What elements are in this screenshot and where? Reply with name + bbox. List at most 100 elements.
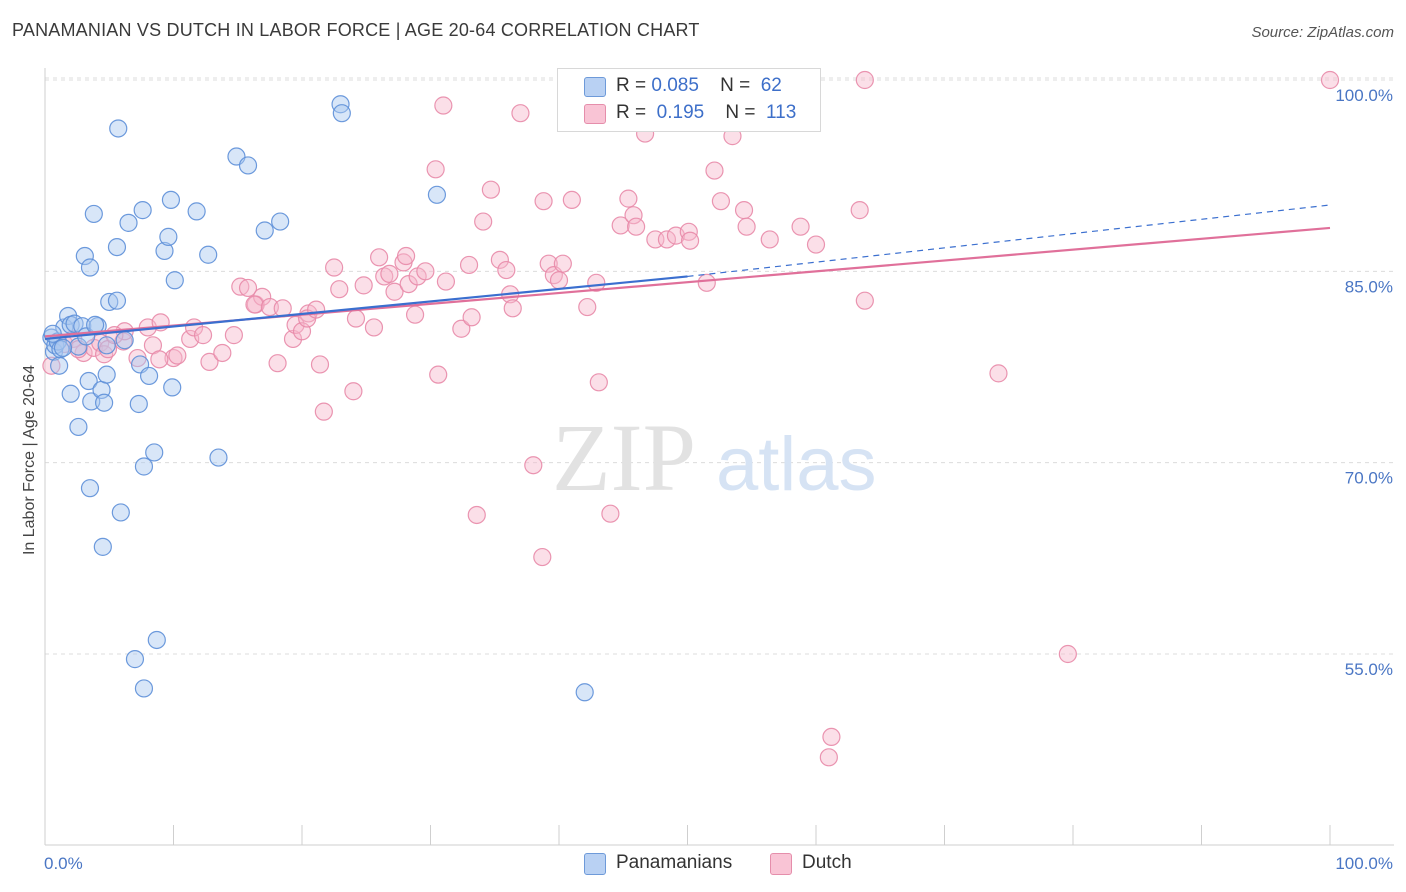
dutch-point xyxy=(705,161,724,180)
legend-n-value: 62 xyxy=(760,75,782,96)
dutch-point xyxy=(231,277,250,296)
dutch-point xyxy=(416,262,435,281)
dutch-point xyxy=(497,260,516,280)
correlation-legend: R = 0.085 N = 62 R = 0.195 N = 113 xyxy=(557,68,821,132)
dutch-point xyxy=(490,250,509,269)
dutch-point xyxy=(370,248,389,267)
dutch-point xyxy=(626,217,646,236)
legend-n-label: N = xyxy=(725,102,756,123)
dutch-point xyxy=(459,255,479,275)
dutch-point xyxy=(307,300,326,319)
x-tick-label-min: 0.0% xyxy=(44,854,83,873)
blue-swatch xyxy=(584,77,606,97)
dutch-point xyxy=(657,230,677,249)
dutch-point xyxy=(619,189,638,208)
legend-n-value: 113 xyxy=(766,102,797,123)
panamanian-point xyxy=(80,258,100,277)
dutch-point xyxy=(553,254,572,273)
panamanian-point xyxy=(125,650,145,669)
trend-lines xyxy=(44,204,1331,341)
dutch-point xyxy=(760,230,779,249)
panamanian-point xyxy=(199,245,218,264)
dutch-point xyxy=(375,267,394,286)
dutch-point xyxy=(224,326,243,345)
x-tick-label-max: 100.0% xyxy=(1335,854,1393,873)
panamanian-point xyxy=(119,213,138,232)
dutch-point xyxy=(806,235,826,254)
dutch-point xyxy=(253,287,272,306)
panamanian-trend-extension xyxy=(687,204,1331,278)
dutch-point xyxy=(396,246,416,266)
axes xyxy=(44,68,1394,846)
legend-r-label: R = xyxy=(616,75,647,96)
legend-r-value: 0.085 xyxy=(651,75,699,96)
panamanian-point xyxy=(79,371,98,391)
dutch-point xyxy=(346,309,366,328)
panamanian-point xyxy=(271,212,290,231)
panamanian-point xyxy=(93,537,112,556)
panamanian-point xyxy=(161,190,181,210)
dutch-point xyxy=(989,364,1008,383)
legend-r-label: R = xyxy=(616,102,647,123)
legend-label: Dutch xyxy=(802,852,852,873)
y-tick-label: 55.0% xyxy=(1345,660,1393,679)
dutch-point xyxy=(42,356,61,375)
y-tick-label: 70.0% xyxy=(1345,469,1393,488)
dutch-point xyxy=(850,201,869,220)
dutch-point xyxy=(436,272,456,291)
dutch-point xyxy=(481,180,500,199)
panamanian-point xyxy=(97,336,116,355)
chart-title: PANAMANIAN VS DUTCH IN LABOR FORCE | AGE… xyxy=(12,20,700,40)
dutch-point xyxy=(405,305,425,324)
dutch-point xyxy=(330,280,349,299)
panamanian-point xyxy=(84,204,103,224)
dutch-point xyxy=(601,504,620,523)
dutch-point xyxy=(325,258,344,277)
panamanian-point xyxy=(134,679,154,698)
dutch-point xyxy=(364,318,384,337)
dutch-point xyxy=(193,326,213,345)
dutch-point xyxy=(452,319,471,338)
panamanian-point xyxy=(139,366,159,386)
dutch-point xyxy=(200,352,219,371)
dutch-point xyxy=(474,212,493,231)
y-tick-label: 85.0% xyxy=(1345,277,1393,296)
tick-labels: 55.0% 70.0% 85.0% 100.0% 0.0% 100.0% xyxy=(44,86,1393,873)
legend-label: Panamanians xyxy=(616,852,733,873)
dutch-point xyxy=(562,190,581,210)
dutch-point xyxy=(711,192,731,211)
dutch-point xyxy=(429,365,448,384)
watermark-zip: ZIP xyxy=(552,404,696,511)
panamanian-point xyxy=(427,185,447,204)
pink-swatch xyxy=(770,853,792,875)
panamanian-point xyxy=(134,457,154,476)
panamanian-point xyxy=(133,201,152,220)
panamanian-point xyxy=(255,221,274,240)
panamanian-points xyxy=(42,95,594,702)
panamanian-point xyxy=(115,331,134,350)
dutch-point xyxy=(245,295,264,314)
panamanian-point xyxy=(159,227,178,246)
panamanian-point xyxy=(107,291,127,310)
panamanian-point xyxy=(50,356,69,375)
y-axis-label: In Labor Force | Age 20-64 xyxy=(21,365,38,555)
dutch-point xyxy=(587,273,606,292)
dutch-point xyxy=(1058,644,1077,664)
dutch-point xyxy=(310,355,330,374)
dutch-point xyxy=(150,350,169,369)
dutch-point xyxy=(822,727,841,747)
dutch-point xyxy=(467,505,486,525)
dutch-point xyxy=(1320,70,1340,90)
panamanian-point xyxy=(332,104,351,123)
dutch-point xyxy=(819,748,838,767)
dutch-point xyxy=(426,160,445,179)
dutch-point xyxy=(791,217,810,236)
panamanian-point xyxy=(107,237,127,257)
source-credit: Source: ZipAtlas.com xyxy=(1251,24,1394,41)
dutch-point xyxy=(380,264,399,283)
panamanian-point xyxy=(61,384,80,403)
dutch-point xyxy=(213,343,232,363)
dutch-point xyxy=(589,373,608,392)
panamanian-point xyxy=(109,119,128,138)
panamanian-point xyxy=(111,503,130,522)
